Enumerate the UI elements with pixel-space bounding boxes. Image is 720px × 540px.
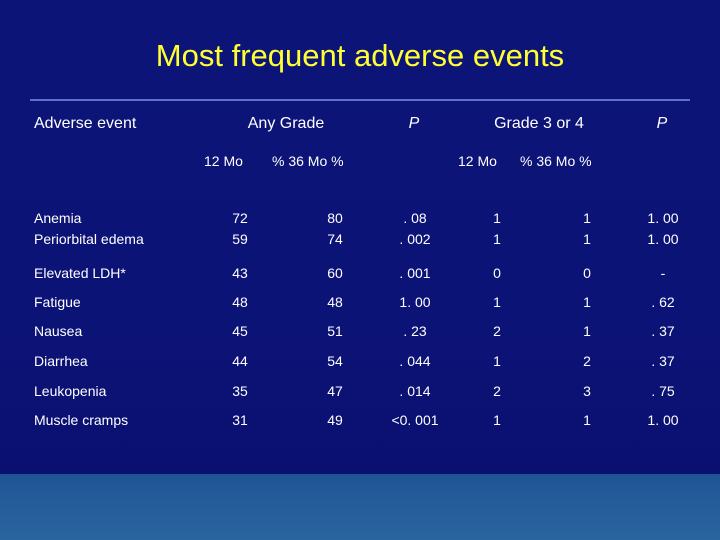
header-grade-3-or-4: Grade 3 or 4 [494,115,584,132]
table-cell: 1. 00 [647,231,679,247]
table-cell: 2 [493,323,501,339]
table-row-event: Anemia [34,210,82,226]
table-cell: 59 [232,231,248,247]
table-cell: . 37 [651,323,675,339]
table-cell: . 044 [399,353,431,369]
table-cell: 1. 00 [647,412,679,428]
table-cell: . 62 [651,294,675,310]
table-cell: 1 [493,210,501,226]
table-cell: 43 [232,265,248,281]
table-cell: 1 [583,412,591,428]
header-adverse-event: Adverse event [34,115,137,132]
table-row-event: Periorbital edema [34,231,144,247]
table-cell: . 08 [403,210,427,226]
table-cell: 0 [583,265,591,281]
table-cell: 49 [327,412,343,428]
table-cell: 1 [493,231,501,247]
table-cell: . 37 [651,353,675,369]
table-cell: 1 [583,294,591,310]
title-divider [30,99,690,101]
table-cell: 48 [232,294,248,310]
table-cell: . 014 [399,383,431,399]
table-row-event: Elevated LDH* [34,265,126,281]
table-cell: 3 [583,383,591,399]
table-cell: - [660,265,666,281]
table-cell: 31 [232,412,248,428]
table-cell: 45 [232,323,248,339]
table-cell: 1 [583,323,591,339]
footer-band [0,474,720,540]
table-cell: <0. 001 [391,412,439,428]
table-cell: 74 [327,231,343,247]
slide-title: Most frequent adverse events [155,38,565,73]
table-row-event: Leukopenia [34,383,107,399]
table-cell: 35 [232,383,248,399]
table-cell: 2 [493,383,501,399]
table-cell: 80 [327,210,343,226]
header-p-grade34: P [656,115,668,132]
table-cell: 48 [327,294,343,310]
table-cell: 1 [583,231,591,247]
header-any-grade: Any Grade [247,115,325,132]
table-cell: 1. 00 [647,210,679,226]
table-cell: . 001 [399,265,431,281]
table-cell: 51 [327,323,343,339]
table-cell: 0 [493,265,501,281]
table-cell: 72 [232,210,248,226]
table-cell: 1 [583,210,591,226]
table-cell: 60 [327,265,343,281]
table-cell: 2 [583,353,591,369]
header-p-any: P [408,115,420,132]
table-cell: . 75 [651,383,675,399]
table-cell: 1 [493,294,501,310]
subheader-any-36mo: % 36 Mo % [272,153,344,169]
table-row-event: Diarrhea [34,353,88,369]
table-row-event: Fatigue [34,294,81,310]
table-cell: 47 [327,383,343,399]
table-cell: 54 [327,353,343,369]
table-cell: 1 [493,412,501,428]
subheader-g34-12mo: 12 Mo [458,153,497,169]
table-cell: 1. 00 [399,294,431,310]
table-cell: 1 [493,353,501,369]
table-cell: . 002 [399,231,431,247]
table-cell: 44 [232,353,248,369]
subheader-any-12mo: 12 Mo [204,153,243,169]
table-cell: . 23 [403,323,427,339]
table-row-event: Muscle cramps [34,412,129,428]
table-row-event: Nausea [34,323,83,339]
subheader-g34-36mo: % 36 Mo % [520,153,592,169]
